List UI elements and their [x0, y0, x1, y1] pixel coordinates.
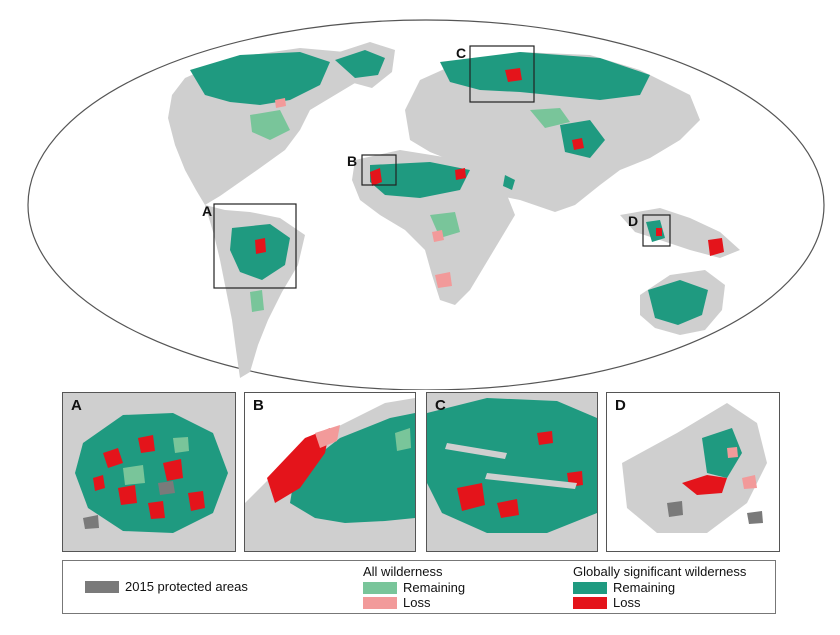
legend-heading-all-wilderness: All wilderness [363, 564, 443, 579]
inset-c-svg [427, 393, 597, 551]
callout-label-d: D [628, 213, 638, 229]
legend-label-global-remaining: Remaining [613, 580, 676, 595]
legend-label-global-loss: Loss [613, 595, 641, 610]
inset-label-b: B [253, 397, 264, 414]
legend-swatch-all-remaining [363, 582, 397, 594]
inset-panel-d: D [606, 392, 780, 552]
callout-label-b: B [347, 153, 357, 169]
legend-swatch-protected [85, 581, 119, 593]
callout-box-b [361, 154, 397, 186]
inset-d-svg [607, 393, 779, 551]
world-map: A B C D [27, 19, 825, 391]
world-map-svg: A B C D [27, 19, 825, 391]
legend-label-all-loss: Loss [403, 595, 431, 610]
legend: 2015 protected areas All wilderness Rema… [62, 560, 776, 614]
legend-swatch-all-loss [363, 597, 397, 609]
legend-label-protected: 2015 protected areas [125, 579, 248, 594]
global-loss-patches [255, 68, 724, 256]
inset-panel-c: C [426, 392, 598, 552]
callout-label-c: C [456, 45, 466, 61]
legend-swatch-global-remaining [573, 582, 607, 594]
inset-label-d: D [615, 397, 626, 414]
inset-a-svg [63, 393, 235, 551]
legend-swatch-global-loss [573, 597, 607, 609]
callout-box-d [642, 214, 671, 247]
legend-heading-global: Globally significant wilderness [573, 564, 747, 579]
inset-label-a: A [71, 397, 82, 414]
inset-b-svg [245, 393, 415, 551]
legend-label-all-remaining: Remaining [403, 580, 466, 595]
inset-panel-b: B [244, 392, 416, 552]
inset-panel-a: A [62, 392, 236, 552]
all-loss-patches [275, 98, 452, 288]
inset-label-c: C [435, 397, 446, 414]
callout-label-a: A [202, 203, 212, 219]
callout-box-c [469, 45, 535, 103]
callout-box-a [213, 203, 297, 289]
